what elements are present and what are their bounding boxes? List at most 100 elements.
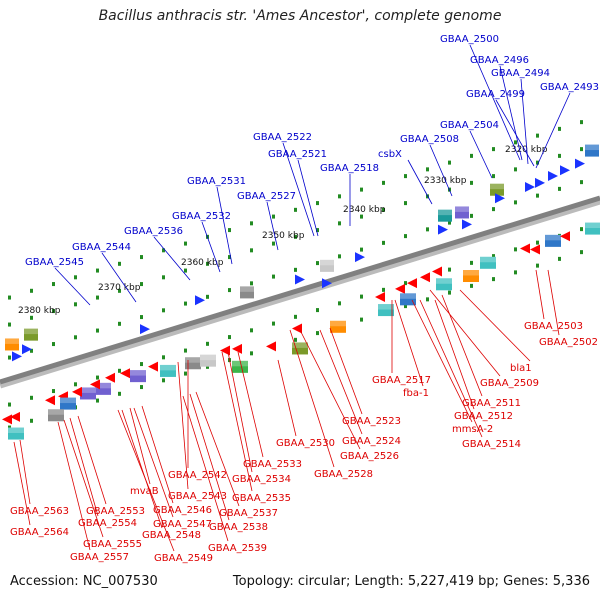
forward-gene-label[interactable]: csbX bbox=[378, 149, 402, 160]
reverse-gene-label[interactable]: GBAA_2554 bbox=[78, 518, 137, 529]
reverse-gene-label[interactable]: GBAA_2539 bbox=[208, 543, 267, 554]
forward-gene-label[interactable]: GBAA_2518 bbox=[320, 163, 379, 174]
forward-gene-label[interactable]: GBAA_2545 bbox=[25, 257, 84, 268]
reverse-gene-label[interactable]: GBAA_2503 bbox=[524, 321, 583, 332]
forward-gene-label[interactable]: GBAA_2493 bbox=[540, 82, 599, 93]
forward-gene-label[interactable]: GBAA_2494 bbox=[491, 68, 550, 79]
gene-labels-layer: GBAA_2500 GBAA_2496 GBAA_2494 GBAA_2499 GBAA… bbox=[10, 34, 599, 564]
map-title: Bacillus anthracis str. 'Ames Ancestor',… bbox=[98, 8, 502, 24]
forward-gene-label[interactable]: GBAA_2536 bbox=[124, 226, 183, 237]
gene-block bbox=[378, 304, 394, 317]
reverse-gene-label[interactable]: GBAA_2509 bbox=[480, 378, 539, 389]
track-tick bbox=[316, 201, 319, 206]
gene-arrow bbox=[395, 283, 405, 294]
reverse-gene-label[interactable]: GBAA_2547 bbox=[153, 519, 212, 530]
reverse-gene-label[interactable]: GBAA_2523 bbox=[342, 416, 401, 427]
track-tick bbox=[272, 274, 275, 279]
reverse-gene-label[interactable]: GBAA_2555 bbox=[83, 539, 142, 550]
track-tick bbox=[316, 261, 319, 266]
track-tick bbox=[382, 180, 385, 185]
track-tick bbox=[382, 287, 385, 292]
reverse-gene-label[interactable]: GBAA_2549 bbox=[154, 553, 213, 564]
gene-arrow bbox=[2, 414, 12, 425]
forward-gene-label[interactable]: GBAA_2521 bbox=[268, 149, 327, 160]
track-tick bbox=[294, 314, 297, 319]
track-tick bbox=[74, 302, 77, 307]
track-tick bbox=[448, 220, 451, 225]
reverse-gene-label[interactable]: GBAA_2511 bbox=[462, 398, 521, 409]
forward-gene-label[interactable]: GBAA_2531 bbox=[187, 176, 246, 187]
reverse-gene-label[interactable]: GBAA_2553 bbox=[86, 506, 145, 517]
reverse-gene-label[interactable]: mvaB bbox=[130, 486, 159, 497]
track-tick bbox=[250, 351, 253, 356]
gene-arrow bbox=[535, 177, 545, 188]
gene-block bbox=[330, 320, 346, 333]
reverse-gene-label[interactable]: GBAA_2543 bbox=[168, 491, 227, 502]
reverse-gene-label[interactable]: GBAA_2512 bbox=[454, 411, 513, 422]
track-tick bbox=[492, 174, 495, 179]
forward-gene-label[interactable]: GBAA_2544 bbox=[72, 242, 131, 253]
reverse-gene-label[interactable]: GBAA_2548 bbox=[142, 530, 201, 541]
gene-arrow bbox=[495, 193, 505, 204]
track-tick bbox=[294, 234, 297, 239]
reverse-gene-label[interactable]: GBAA_2502 bbox=[539, 337, 598, 348]
reverse-gene-label[interactable]: GBAA_2563 bbox=[10, 506, 69, 517]
reverse-gene-label[interactable]: GBAA_2557 bbox=[70, 552, 129, 563]
track-tick bbox=[360, 187, 363, 192]
track-tick bbox=[250, 328, 253, 333]
gene-arrow bbox=[295, 274, 305, 285]
gene-arrow bbox=[438, 224, 448, 235]
gene-arrow bbox=[355, 252, 365, 263]
reverse-gene-label[interactable]: GBAA_2533 bbox=[243, 459, 302, 470]
reverse-gene-label[interactable]: GBAA_2517 bbox=[372, 375, 431, 386]
reverse-gene-label[interactable]: bla1 bbox=[510, 363, 532, 374]
forward-gene-label[interactable]: GBAA_2500 bbox=[440, 34, 499, 45]
gene-arrow bbox=[266, 341, 276, 352]
gene-block bbox=[24, 328, 38, 341]
gene-arrow bbox=[140, 324, 150, 335]
track-tick bbox=[580, 120, 583, 125]
forward-gene-label[interactable]: GBAA_2527 bbox=[237, 191, 296, 202]
track-tick bbox=[162, 308, 165, 313]
reverse-leader-line bbox=[547, 269, 560, 336]
reverse-gene-label[interactable]: GBAA_2542 bbox=[168, 470, 227, 481]
reverse-gene-label[interactable]: GBAA_2524 bbox=[342, 436, 401, 447]
reverse-gene-label[interactable]: GBAA_2534 bbox=[232, 474, 291, 485]
track-tick bbox=[514, 270, 517, 275]
forward-leader-line bbox=[535, 92, 571, 169]
track-tick bbox=[250, 248, 253, 253]
reverse-gene-label[interactable]: GBAA_2538 bbox=[209, 522, 268, 533]
forward-gene-label[interactable]: GBAA_2508 bbox=[400, 134, 459, 145]
gene-arrow bbox=[195, 295, 205, 306]
gene-arrow bbox=[72, 386, 82, 397]
track-tick bbox=[96, 268, 99, 273]
forward-gene-label[interactable]: GBAA_2496 bbox=[470, 55, 529, 66]
track-tick bbox=[382, 240, 385, 245]
reverse-gene-label[interactable]: GBAA_2514 bbox=[462, 439, 521, 450]
track-tick bbox=[162, 248, 165, 253]
reverse-gene-label[interactable]: GBAA_2528 bbox=[314, 469, 373, 480]
forward-gene-label[interactable]: GBAA_2522 bbox=[253, 132, 312, 143]
track-tick bbox=[8, 322, 11, 327]
forward-gene-label[interactable]: GBAA_2504 bbox=[440, 120, 499, 131]
reverse-gene-label[interactable]: GBAA_2530 bbox=[276, 438, 335, 449]
forward-gene-label[interactable]: GBAA_2499 bbox=[466, 89, 525, 100]
backbone-shadow bbox=[0, 197, 600, 389]
reverse-gene-label[interactable]: GBAA_2535 bbox=[232, 493, 291, 504]
track-tick bbox=[74, 335, 77, 340]
reverse-gene-label[interactable]: GBAA_2546 bbox=[153, 505, 212, 516]
reverse-gene-label[interactable]: mmsA-2 bbox=[452, 424, 493, 435]
reverse-gene-label[interactable]: fba-1 bbox=[403, 388, 429, 399]
reverse-leader-line bbox=[299, 329, 361, 450]
forward-gene-label[interactable]: GBAA_2532 bbox=[172, 211, 231, 222]
reverse-leader-line bbox=[195, 391, 240, 507]
gene-arrow bbox=[22, 344, 32, 355]
reverse-leader-line bbox=[227, 351, 253, 473]
gene-arrow bbox=[322, 278, 332, 289]
gene-block bbox=[490, 183, 504, 196]
reverse-gene-label[interactable]: GBAA_2526 bbox=[340, 451, 399, 462]
track-tick bbox=[206, 364, 209, 369]
reverse-gene-label[interactable]: GBAA_2564 bbox=[10, 527, 69, 538]
reverse-gene-label[interactable]: GBAA_2537 bbox=[219, 508, 278, 519]
gene-block bbox=[80, 387, 96, 400]
